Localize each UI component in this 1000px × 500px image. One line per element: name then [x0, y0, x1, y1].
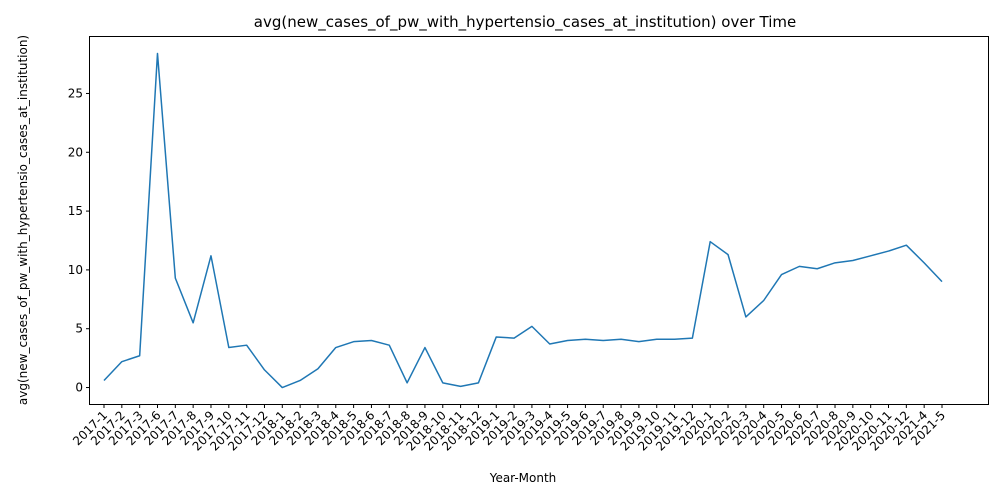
y-tick-label: 0: [75, 381, 83, 395]
x-axis-label: Year-Month: [489, 471, 557, 485]
y-tick-label: 10: [68, 263, 83, 277]
y-tick-label: 20: [68, 145, 83, 159]
y-axis-label: avg(new_cases_of_pw_with_hypertensio_cas…: [16, 35, 30, 405]
plot-area: [89, 36, 989, 405]
x-axis: 2017-12017-22017-32017-62017-72017-82017…: [70, 404, 948, 454]
y-axis: 0 5 10 15 20 25: [68, 86, 90, 395]
chart-title: avg(new_cases_of_pw_with_hypertensio_cas…: [254, 13, 796, 32]
series-line: [103, 52, 943, 389]
y-tick-label: 5: [75, 322, 83, 336]
data-points: [103, 53, 943, 388]
y-tick-label: 15: [68, 204, 83, 218]
y-tick-label: 25: [68, 86, 83, 100]
